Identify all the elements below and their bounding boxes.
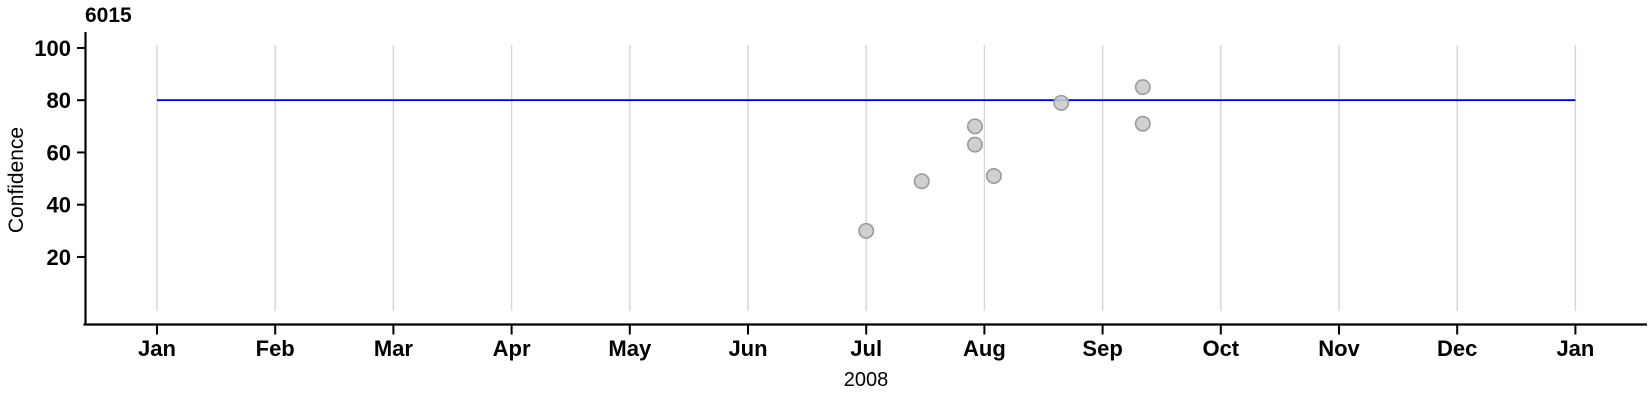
data-point xyxy=(985,167,1002,184)
x-tick-label: Dec xyxy=(1437,336,1477,361)
x-tick-label: May xyxy=(608,336,652,361)
data-point xyxy=(1134,115,1151,132)
data-point xyxy=(1053,94,1070,111)
data-point xyxy=(1134,79,1151,96)
x-tick-label: Oct xyxy=(1202,336,1239,361)
x-tick-label: Sep xyxy=(1082,336,1122,361)
y-tick-label: 20 xyxy=(47,245,71,270)
x-tick-label: Jul xyxy=(850,336,882,361)
y-tick-label: 60 xyxy=(47,140,71,165)
data-point xyxy=(966,118,983,135)
y-tick-label: 80 xyxy=(47,88,71,113)
data-point xyxy=(858,222,875,239)
data-point xyxy=(966,136,983,153)
x-tick-label: Apr xyxy=(493,336,531,361)
x-tick-label: Nov xyxy=(1318,336,1360,361)
x-tick-label: Aug xyxy=(963,336,1006,361)
chart-title: 6015 xyxy=(85,4,132,27)
x-axis-title: 2008 xyxy=(843,369,889,391)
x-tick-label: Jan xyxy=(138,336,176,361)
x-tick-label: Feb xyxy=(256,336,295,361)
y-tick-label: 100 xyxy=(34,36,71,61)
x-tick-label: Jun xyxy=(728,336,767,361)
x-tick-label: Jan xyxy=(1556,336,1594,361)
x-tick-label: Mar xyxy=(374,336,414,361)
data-point xyxy=(913,173,930,190)
y-tick-label: 40 xyxy=(47,193,71,218)
